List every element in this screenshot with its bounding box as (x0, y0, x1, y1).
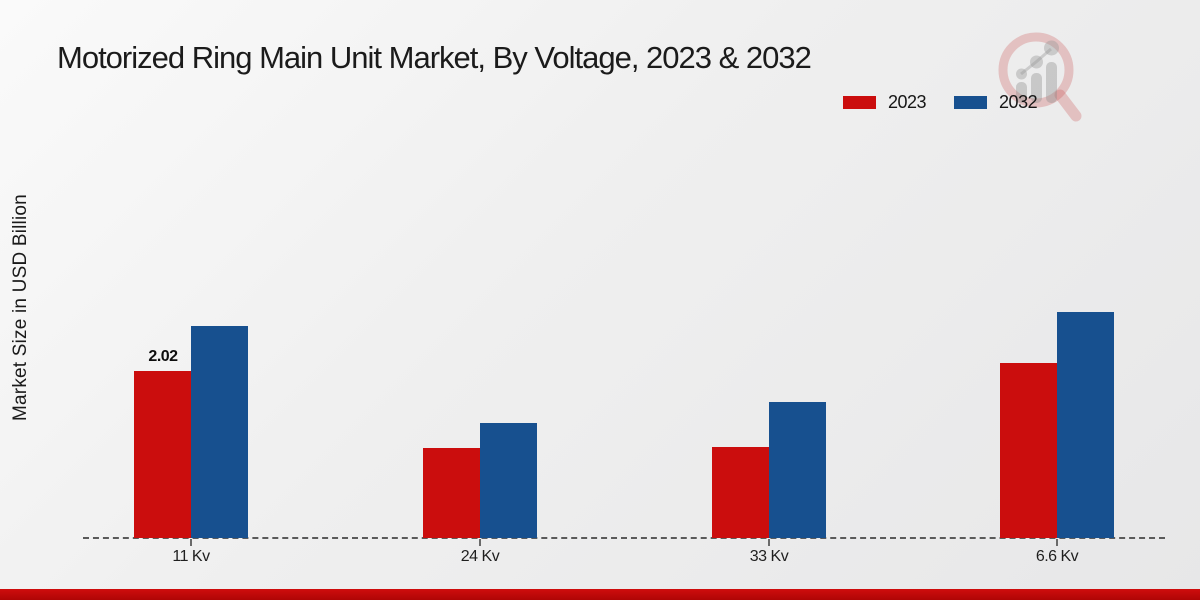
legend-label-2023: 2023 (888, 92, 927, 112)
bar-2032-11-kv (191, 326, 248, 538)
legend-item-2032: 2032 (954, 92, 1038, 113)
x-tick-label-24-kv: 24 Kv (460, 548, 500, 565)
bar-2032-33-kv (769, 402, 826, 538)
legend-label-2032: 2032 (999, 92, 1038, 112)
x-tick-label-33-kv: 33 Kv (749, 548, 789, 565)
x-tick-label-6.6-kv: 6.6 Kv (1035, 548, 1079, 565)
bar-2032-24-kv (480, 423, 537, 538)
bar-2023-6.6-kv (1000, 363, 1057, 538)
bar-2023-11-kv (134, 371, 191, 538)
legend: 2023 2032 (843, 92, 1038, 113)
chart-title: Motorized Ring Main Unit Market, By Volt… (57, 40, 812, 75)
x-axis-tick (190, 539, 192, 546)
x-axis-tick (479, 539, 481, 546)
bar-value-label: 2.02 (148, 348, 178, 365)
bar-2032-6.6-kv (1057, 312, 1114, 538)
x-axis-baseline (83, 537, 1165, 539)
x-tick-label-11-kv: 11 Kv (172, 548, 210, 565)
x-axis-tick (768, 539, 770, 546)
legend-item-2023: 2023 (843, 92, 927, 113)
legend-swatch-2032 (954, 96, 988, 109)
magnifier-chart-logo-icon (998, 32, 1082, 122)
x-axis-tick (1056, 539, 1058, 546)
bar-2023-24-kv (423, 448, 480, 538)
legend-swatch-2023 (843, 96, 876, 109)
bar-2023-33-kv (712, 447, 769, 538)
footer-accent-strip (0, 589, 1200, 600)
